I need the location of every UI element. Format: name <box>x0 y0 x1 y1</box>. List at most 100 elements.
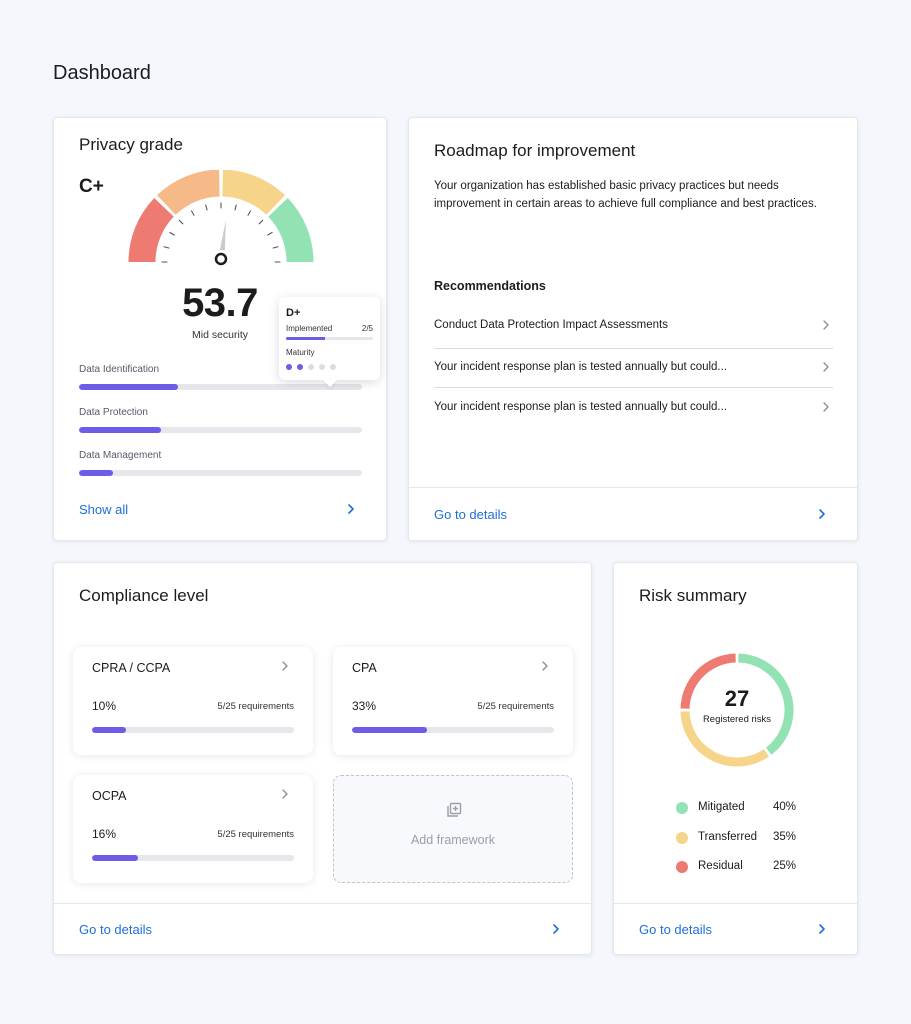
tooltip-implemented-fill <box>286 337 326 340</box>
privacy-score-label: Mid security <box>191 329 248 341</box>
chevron-right-icon[interactable] <box>815 507 829 521</box>
framework-card-cpra-ccpa[interactable]: CPRA / CCPA 10% 5/25 requirements <box>73 647 313 755</box>
framework-progress-fill <box>92 855 139 861</box>
gauge-tick <box>258 219 264 225</box>
metric-label-data-identification: Data Identification <box>79 364 160 375</box>
gauge-segment <box>156 170 221 216</box>
gauge-tick <box>169 231 175 236</box>
risk-summary-card: Risk summary 27 Registered risks Mitigat… <box>613 562 858 955</box>
framework-name: CPRA / CCPA <box>92 661 171 675</box>
legend-name: Transferred <box>698 831 758 843</box>
legend-swatch <box>676 802 688 814</box>
legend-swatch <box>676 832 688 844</box>
chevron-right-icon <box>823 402 829 412</box>
metric-tooltip: D+ Implemented 2/5 Maturity <box>279 297 380 380</box>
legend-value: 40% <box>773 801 797 813</box>
metric-bar-data-management <box>79 470 362 476</box>
compliance-details-link[interactable]: Go to details <box>79 922 152 937</box>
legend-value: 25% <box>773 860 797 872</box>
recommendation-text: Conduct Data Protection Impact Assessmen… <box>434 319 668 331</box>
framework-progress-bar <box>92 727 294 733</box>
gauge-needle <box>219 220 226 251</box>
gauge-tick <box>247 210 252 216</box>
framework-card-cpa[interactable]: CPA 33% 5/25 requirements <box>333 647 573 755</box>
chevron-right-icon <box>282 789 288 799</box>
legend-item-residual: Residual 25% <box>676 859 816 875</box>
framework-requirements: 5/25 requirements <box>217 829 294 840</box>
maturity-dot <box>319 364 325 370</box>
framework-progress-bar <box>352 727 554 733</box>
maturity-dot <box>286 364 292 370</box>
chevron-right-icon[interactable] <box>549 922 563 936</box>
tooltip-implemented-value: 2/5 <box>361 324 373 333</box>
framework-percent: 33% <box>352 699 377 713</box>
legend-name: Residual <box>698 860 743 872</box>
grade-letter: C+ <box>79 176 104 197</box>
chevron-right-icon <box>542 661 548 671</box>
compliance-title: Compliance level <box>79 586 209 605</box>
show-all-link[interactable]: Show all <box>79 502 129 517</box>
maturity-dots <box>286 364 336 370</box>
add-framework-label: Add framework <box>410 833 496 847</box>
framework-percent: 16% <box>92 827 117 841</box>
chevron-right-icon <box>823 362 829 372</box>
tooltip-grade: D+ <box>286 307 301 319</box>
metric-bar-data-protection <box>79 427 362 433</box>
maturity-dot <box>330 364 336 370</box>
gauge-segment <box>128 197 175 263</box>
recommendation-item[interactable]: Conduct Data Protection Impact Assessmen… <box>434 314 833 352</box>
recommendation-item[interactable]: Your incident response plan is tested an… <box>434 356 833 394</box>
risk-total: 27 <box>724 686 750 711</box>
recommendation-item[interactable]: Your incident response plan is tested an… <box>434 396 833 434</box>
gauge-tick <box>205 204 208 211</box>
tooltip-implemented-label: Implemented <box>286 324 333 333</box>
framework-requirements: 5/25 requirements <box>477 701 554 712</box>
gauge-tick <box>163 246 170 249</box>
gauge-segment <box>267 197 314 263</box>
donut-segment <box>738 653 794 755</box>
donut-segment <box>680 711 769 767</box>
framework-name: OCPA <box>92 789 127 803</box>
gauge-tick <box>267 231 273 236</box>
legend-item-transferred: Transferred 35% <box>676 830 816 846</box>
recommendation-text: Your incident response plan is tested an… <box>434 361 728 373</box>
add-framework-button[interactable]: Add framework <box>333 775 573 883</box>
metric-label-data-management: Data Management <box>79 450 162 461</box>
compliance-level-card: Compliance level CPRA / CCPA 10% 5/25 re… <box>53 562 592 955</box>
framework-progress-bar <box>92 855 294 861</box>
gauge-tick <box>190 210 195 216</box>
framework-requirements: 5/25 requirements <box>217 701 294 712</box>
gauge-tick <box>272 246 279 249</box>
recommendations-title: Recommendations <box>434 279 546 293</box>
donut-segment <box>680 653 736 709</box>
metric-bar-fill <box>79 427 162 433</box>
framework-card-ocpa[interactable]: OCPA 16% 5/25 requirements <box>73 775 313 883</box>
maturity-dot <box>297 364 303 370</box>
metric-bar-fill <box>79 384 179 390</box>
chevron-right-icon[interactable] <box>815 922 829 936</box>
privacy-grade-title: Privacy grade <box>79 135 183 154</box>
gauge-pivot <box>214 252 228 266</box>
gauge-tick <box>234 204 237 211</box>
maturity-dot <box>308 364 314 370</box>
roadmap-title: Roadmap for improvement <box>434 141 636 160</box>
legend-name: Mitigated <box>698 801 745 813</box>
divider <box>434 387 833 388</box>
divider <box>434 348 833 349</box>
roadmap-description: Your organization has established basic … <box>434 180 817 210</box>
gauge-tick <box>178 219 184 225</box>
privacy-grade-card: Privacy grade C+ 53.7 Mid security Data … <box>53 117 387 541</box>
metric-label-data-protection: Data Protection <box>79 407 148 418</box>
recommendation-text: Your incident response plan is tested an… <box>434 401 728 413</box>
risk-donut-chart <box>680 653 794 767</box>
tooltip-implemented-bar <box>286 337 373 340</box>
chevron-right-icon[interactable] <box>344 502 358 516</box>
risk-details-link[interactable]: Go to details <box>639 922 712 937</box>
chevron-right-icon <box>823 320 829 330</box>
roadmap-details-link[interactable]: Go to details <box>434 507 507 522</box>
card-footer-divider <box>614 903 857 904</box>
add-stack-icon <box>447 802 462 817</box>
card-footer-divider <box>54 903 591 904</box>
gauge-segment <box>221 170 286 216</box>
legend-swatch <box>676 861 688 873</box>
